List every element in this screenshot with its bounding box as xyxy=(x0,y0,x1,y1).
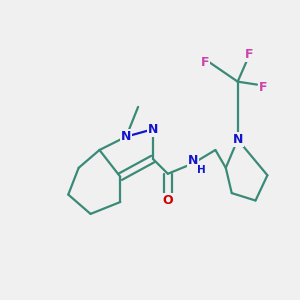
Text: F: F xyxy=(201,56,209,69)
Text: F: F xyxy=(259,81,267,94)
Text: N: N xyxy=(188,154,198,167)
Text: O: O xyxy=(163,194,173,207)
Text: N: N xyxy=(121,130,131,143)
Text: N: N xyxy=(148,123,158,136)
Text: F: F xyxy=(245,48,254,62)
Text: H: H xyxy=(197,165,206,175)
Text: N: N xyxy=(232,133,243,146)
